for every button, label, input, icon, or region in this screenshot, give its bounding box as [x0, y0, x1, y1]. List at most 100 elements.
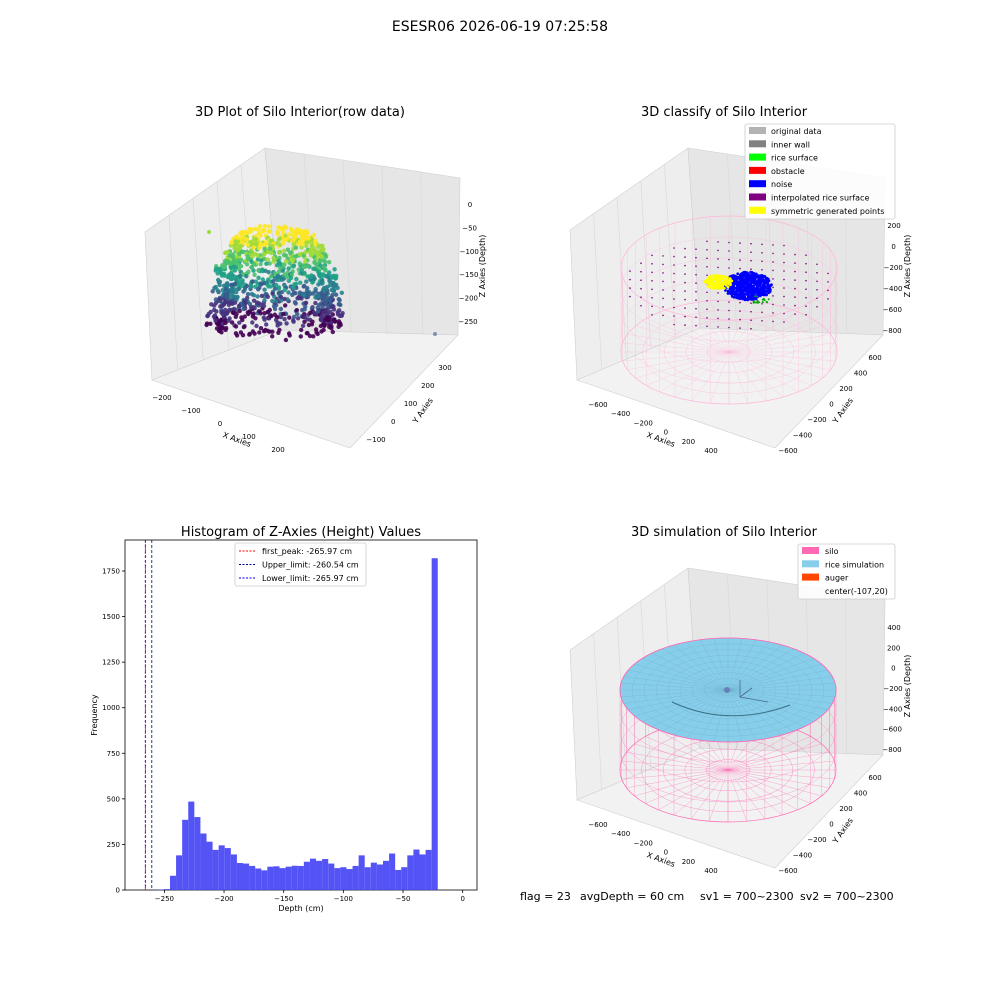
- raw-data-point: [286, 290, 291, 295]
- histogram-bar: [340, 867, 347, 890]
- classify-interp-point: [706, 249, 708, 251]
- classify-interp-point: [673, 315, 675, 317]
- raw-data-point: [322, 252, 328, 257]
- classify-interp-point: [750, 268, 752, 271]
- raw-data-point: [296, 267, 301, 272]
- classify-legend-label: obstacle: [771, 167, 805, 176]
- classify-noise-point: [741, 289, 744, 292]
- silo-spoke: [634, 743, 729, 771]
- p1-xt-label: 100: [242, 433, 255, 441]
- p1-yt-label: 0: [391, 418, 395, 426]
- classify-interp-point: [739, 310, 741, 312]
- classify-interp-point: [717, 326, 719, 328]
- classify-interp-point: [805, 254, 807, 256]
- silo-spoke: [727, 769, 811, 804]
- classify-rice-surface-point: [766, 301, 769, 304]
- raw-data-point: [253, 316, 258, 321]
- raw-data-point: [271, 255, 276, 261]
- classify-interp-point: [629, 287, 631, 289]
- raw-data-point: [289, 272, 294, 277]
- raw-data-point: [300, 323, 306, 328]
- histogram-bar: [316, 860, 323, 890]
- raw-data-3d-panel: 3D Plot of Silo Interior(row data) −200−…: [144, 105, 487, 454]
- raw-data-point: [238, 330, 244, 335]
- raw-data-point: [330, 329, 335, 335]
- silo-spoke: [727, 769, 798, 810]
- silo-spoke: [691, 351, 730, 402]
- silo-spoke: [635, 325, 730, 353]
- classify-interp-point: [695, 307, 697, 310]
- raw-data-point: [270, 334, 275, 339]
- raw-data-point: [300, 307, 305, 313]
- raw-data-point: [250, 279, 255, 284]
- classify-interp-point: [739, 301, 741, 304]
- raw-data-point: [283, 225, 289, 230]
- p1-zt-label: −50: [462, 224, 477, 232]
- simulation-xlabel: X Axies: [645, 850, 676, 869]
- figure-suptitle: ESESR06 2026-06-19 07:25:58: [392, 19, 608, 35]
- raw-data-point: [313, 241, 318, 247]
- raw-data-point: [311, 233, 316, 238]
- raw-data-point: [329, 304, 335, 309]
- rice-mesh-spoke: [727, 689, 783, 736]
- raw-data-point: [276, 225, 281, 230]
- classify-interp-point: [706, 291, 708, 294]
- classify-rice-surface-point: [761, 301, 764, 304]
- classify-legend: original data inner wall rice surface obsta…: [744, 123, 896, 220]
- raw-data-point: [288, 250, 293, 256]
- raw-data-point: [297, 290, 303, 295]
- raw-data-point: [226, 275, 232, 280]
- grid-line: [593, 633, 602, 790]
- classify-interp-point: [750, 319, 752, 322]
- raw-data-point: [262, 311, 267, 316]
- raw-data-point: [288, 275, 294, 281]
- raw-data-point: [209, 302, 214, 307]
- raw-data-point: [262, 246, 267, 251]
- classify-interp-point: [816, 272, 818, 274]
- raw-data-point: [226, 318, 231, 323]
- classify-interp-point: [717, 258, 719, 260]
- raw-data-point: [298, 280, 303, 285]
- raw-data-point: [264, 280, 269, 285]
- p2-xt-label: 400: [704, 447, 717, 455]
- classify-interp-point: [717, 266, 719, 269]
- classify-interp-point: [728, 241, 730, 244]
- raw-data-point: [233, 239, 238, 244]
- raw-data-point: [261, 303, 267, 309]
- classify-interp-point: [772, 295, 774, 297]
- classify-symmetric-point: [724, 281, 728, 285]
- rice-mesh-spoke: [727, 658, 814, 691]
- histogram-ytick-label: 1000: [102, 704, 120, 712]
- histogram-bar: [401, 867, 408, 890]
- histogram-ytick-label: 500: [107, 795, 120, 803]
- raw-data-point: [433, 332, 437, 336]
- simulation-legend-label: rice simulation: [825, 560, 884, 569]
- classify-noise-point: [756, 281, 760, 284]
- histogram-xtick-label: 0: [460, 895, 464, 903]
- silo-spoke: [691, 302, 730, 353]
- histogram-yticks: 0 250 500 750 1000 1250 1500 1750: [102, 567, 125, 895]
- classify-interp-point: [816, 263, 818, 266]
- raw-data-point: [222, 273, 227, 278]
- raw-data-point: [267, 329, 272, 334]
- histogram-plot-area: [124, 539, 478, 891]
- classify-interp-point: [706, 325, 708, 328]
- rice-mesh-spoke: [727, 689, 770, 739]
- raw-data-point: [276, 250, 282, 255]
- raw-data-point: [317, 273, 322, 278]
- histogram-bar: [370, 862, 377, 890]
- raw-data-point: [295, 316, 301, 321]
- raw-data-point: [258, 261, 263, 267]
- grid-line: [381, 165, 388, 334]
- raw-data-point: [269, 274, 274, 279]
- p2-zt-label: −400: [883, 285, 902, 293]
- classify-interp-point: [651, 297, 653, 299]
- p4-zt-label: 200: [887, 644, 900, 652]
- raw-data-point: [260, 228, 266, 233]
- p4-yt-label: −600: [778, 867, 797, 875]
- raw-data-point: [257, 224, 263, 229]
- classify-interp-point: [684, 256, 686, 258]
- raw-data-point: [245, 257, 251, 262]
- histogram-bar: [157, 889, 164, 890]
- classify-interp-point: [805, 313, 807, 316]
